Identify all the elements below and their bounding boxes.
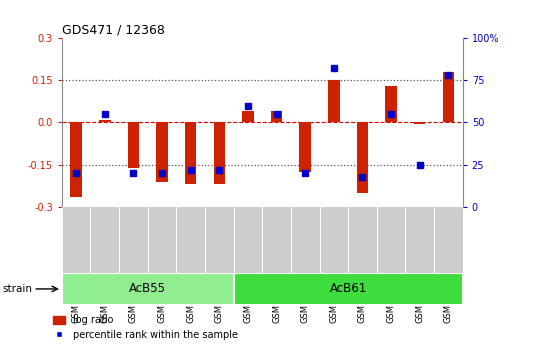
Bar xyxy=(233,273,463,305)
Bar xyxy=(62,273,233,305)
Bar xyxy=(328,80,339,122)
Bar xyxy=(414,122,426,124)
Bar xyxy=(157,122,168,181)
Text: AcB61: AcB61 xyxy=(330,283,367,295)
Text: strain: strain xyxy=(3,284,33,294)
Bar xyxy=(70,122,82,197)
Bar xyxy=(385,86,397,122)
Bar xyxy=(185,122,196,185)
Bar xyxy=(300,122,311,172)
Bar xyxy=(443,72,454,122)
Bar xyxy=(214,122,225,185)
Text: AcB55: AcB55 xyxy=(129,283,166,295)
Text: GDS471 / 12368: GDS471 / 12368 xyxy=(62,24,165,37)
Bar xyxy=(128,122,139,168)
Bar xyxy=(242,111,254,122)
Bar xyxy=(357,122,368,193)
Legend: log ratio, percentile rank within the sample: log ratio, percentile rank within the sa… xyxy=(53,315,238,340)
Bar xyxy=(99,120,110,122)
Bar xyxy=(271,111,282,122)
